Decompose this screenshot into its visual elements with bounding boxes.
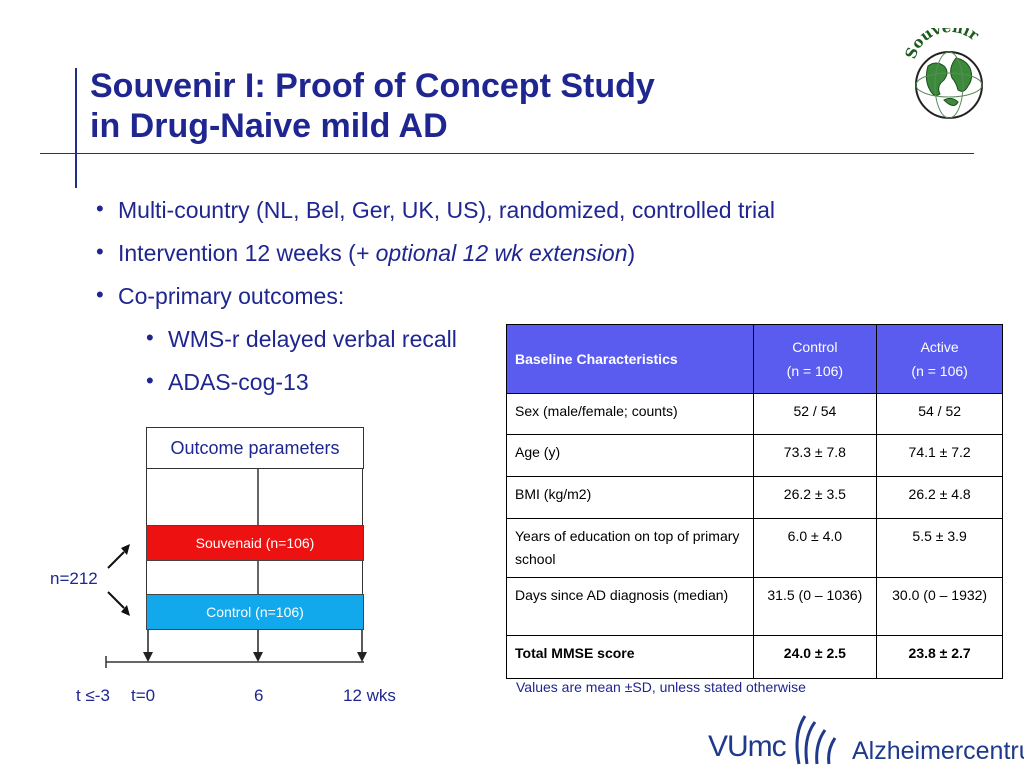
slide-title: Souvenir I: Proof of Concept Study in Dr… xyxy=(90,66,655,146)
active-value: 30.0 (0 – 1932) xyxy=(876,577,1003,636)
title-vertical-rule xyxy=(75,68,77,188)
header-active-label: Active xyxy=(920,339,959,355)
sub-bullet-item: WMS-r delayed verbal recall xyxy=(142,324,775,353)
table-row: Years of education on top of primary sch… xyxy=(506,518,1003,578)
title-horizontal-rule xyxy=(40,153,974,154)
row-label: BMI (kg/m2) xyxy=(506,476,754,519)
bullet-list: Multi-country (NL, Bel, Ger, UK, US), ra… xyxy=(92,195,775,411)
row-label: Years of education on top of primary sch… xyxy=(506,518,754,578)
header-characteristic: Baseline Characteristics xyxy=(506,324,754,394)
active-value: 23.8 ± 2.7 xyxy=(876,635,1003,679)
header-control: Control (n = 106) xyxy=(752,324,878,394)
bullet-italic-text: + optional 12 wk extension xyxy=(355,240,628,266)
active-value: 26.2 ± 4.8 xyxy=(876,476,1003,519)
table-row: Total MMSE score 24.0 ± 2.5 23.8 ± 2.7 xyxy=(506,635,1003,679)
timeline-label-screening: t ≤-3 xyxy=(76,686,110,705)
table-footnote: Values are mean ±SD, unless stated other… xyxy=(516,679,806,695)
control-value: 6.0 ± 4.0 xyxy=(752,518,878,578)
bullet-text: Intervention 12 weeks ( xyxy=(118,240,356,266)
active-value: 5.5 ± 3.9 xyxy=(876,518,1003,578)
control-value: 24.0 ± 2.5 xyxy=(752,635,878,679)
control-value: 52 / 54 xyxy=(752,393,878,435)
active-value: 74.1 ± 7.2 xyxy=(876,434,1003,477)
souvenaid-arm-box: Souvenaid (n=106) xyxy=(146,525,364,561)
active-value: 54 / 52 xyxy=(876,393,1003,435)
bullet-item: Co-primary outcomes: xyxy=(92,281,775,310)
table-row: Days since AD diagnosis (median) 31.5 (0… xyxy=(506,577,1003,636)
total-n-label: n=212 xyxy=(50,569,98,588)
header-active-n: (n = 106) xyxy=(911,363,968,379)
baseline-characteristics-table: Baseline Characteristics Control (n = 10… xyxy=(506,324,1003,679)
sub-bullet-item: ADAS-cog-13 xyxy=(142,367,775,396)
slide-title-line2: in Drug-Naive mild AD xyxy=(90,107,448,145)
row-label: Days since AD diagnosis (median) xyxy=(506,577,754,636)
outcome-parameters-box: Outcome parameters xyxy=(146,427,364,469)
timeline-label-week6: 6 xyxy=(254,686,264,705)
table-row: BMI (kg/m2) 26.2 ± 3.5 26.2 ± 4.8 xyxy=(506,476,1003,519)
bullet-item: Multi-country (NL, Bel, Ger, UK, US), ra… xyxy=(92,195,775,224)
control-value: 31.5 (0 – 1036) xyxy=(752,577,878,636)
table-row: Age (y) 73.3 ± 7.8 74.1 ± 7.2 xyxy=(506,434,1003,477)
slide-title-line1: Souvenir I: Proof of Concept Study xyxy=(90,67,655,105)
header-active: Active (n = 106) xyxy=(876,324,1003,394)
row-label: Total MMSE score xyxy=(506,635,754,679)
bullet-text: ) xyxy=(627,240,636,266)
timeline-label-week12: 12 wks xyxy=(343,686,396,705)
table-row: Sex (male/female; counts) 52 / 54 54 / 5… xyxy=(506,393,1003,435)
row-label: Age (y) xyxy=(506,434,754,477)
control-value: 73.3 ± 7.8 xyxy=(752,434,878,477)
alzheimercentrum-logo-text: Alzheimercentrum xyxy=(852,737,1024,765)
control-arm-box: Control (n=106) xyxy=(146,594,364,630)
bullet-item: Intervention 12 weeks (+ optional 12 wk … xyxy=(92,238,775,267)
table-header-row: Baseline Characteristics Control (n = 10… xyxy=(506,324,1003,394)
control-value: 26.2 ± 3.5 xyxy=(752,476,878,519)
vumc-swoosh-icon xyxy=(795,715,837,765)
row-label: Sex (male/female; counts) xyxy=(506,393,754,435)
header-control-n: (n = 106) xyxy=(786,363,844,379)
header-control-label: Control xyxy=(792,339,838,355)
timeline-label-t0: t=0 xyxy=(131,686,156,705)
globe-icon: Souvenir xyxy=(904,28,983,119)
vumc-logo-text: VUmc xyxy=(708,730,787,763)
